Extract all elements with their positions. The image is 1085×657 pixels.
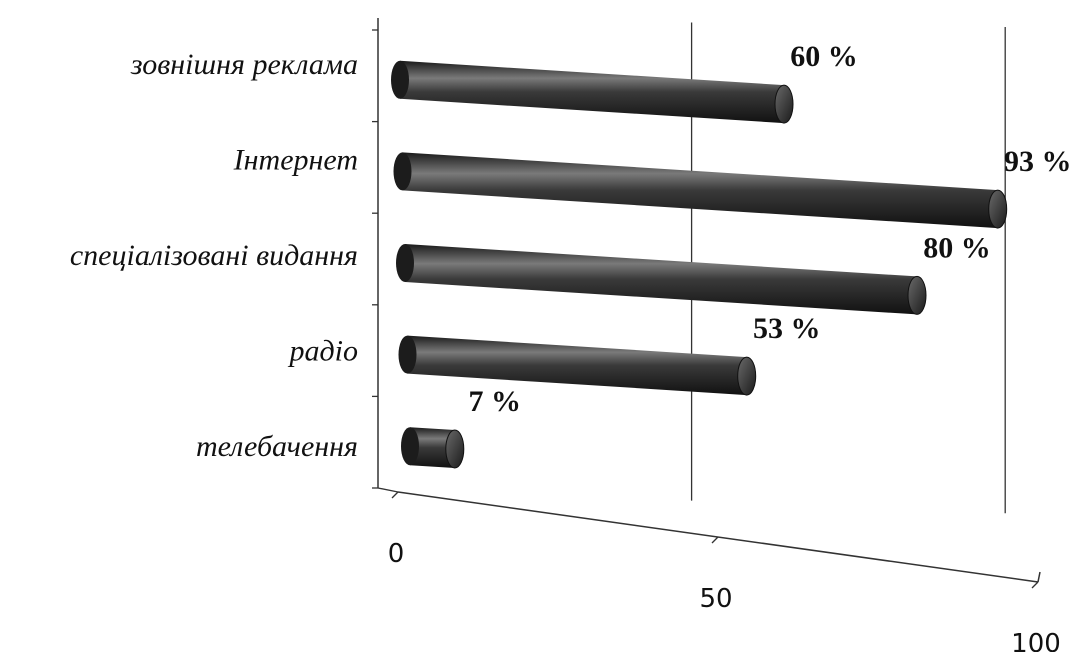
back-top-edge (378, 18, 730, 27)
x-tick-label: 50 (699, 584, 732, 614)
x-tick (711, 536, 719, 544)
bar (396, 244, 927, 315)
bar-left-cap (393, 152, 412, 191)
x-tick-label: 100 (1011, 629, 1061, 652)
floor-right-edge (1037, 571, 1041, 583)
bar (398, 335, 757, 396)
bar-left-cap (398, 335, 417, 374)
value-label: 93 % (1004, 145, 1072, 178)
bar-left-cap (396, 244, 414, 282)
category-label: спеціалізовані видання (70, 239, 358, 272)
bar (393, 152, 1008, 229)
bar-right-cap (988, 189, 1008, 229)
bar-body (407, 335, 747, 396)
bar-left-cap (401, 427, 419, 466)
bar-right-cap (445, 429, 465, 469)
category-label: Інтернет (233, 143, 358, 176)
bar-body (400, 60, 784, 124)
bar (391, 60, 794, 124)
floor-left-edge (377, 487, 399, 493)
bar (401, 427, 465, 469)
bar-body (402, 152, 998, 229)
bar-right-cap (737, 356, 757, 396)
category-label: зовнішня реклама (130, 48, 358, 81)
x-tick (391, 491, 399, 499)
bar-body (405, 244, 917, 315)
bar-right-cap (907, 275, 927, 315)
bar-right-cap (774, 84, 794, 124)
x-tick-label: 0 (388, 539, 405, 569)
value-label: 53 % (753, 312, 821, 345)
bar-left-cap (391, 60, 409, 99)
bar-series (391, 60, 1008, 469)
category-label: телебачення (196, 430, 358, 463)
value-label: 7 % (469, 385, 522, 418)
value-label: 80 % (923, 231, 991, 264)
x-tick (1031, 581, 1039, 589)
category-label: радіо (287, 335, 358, 368)
bar-body (410, 427, 455, 469)
value-label: 60 % (790, 40, 858, 73)
